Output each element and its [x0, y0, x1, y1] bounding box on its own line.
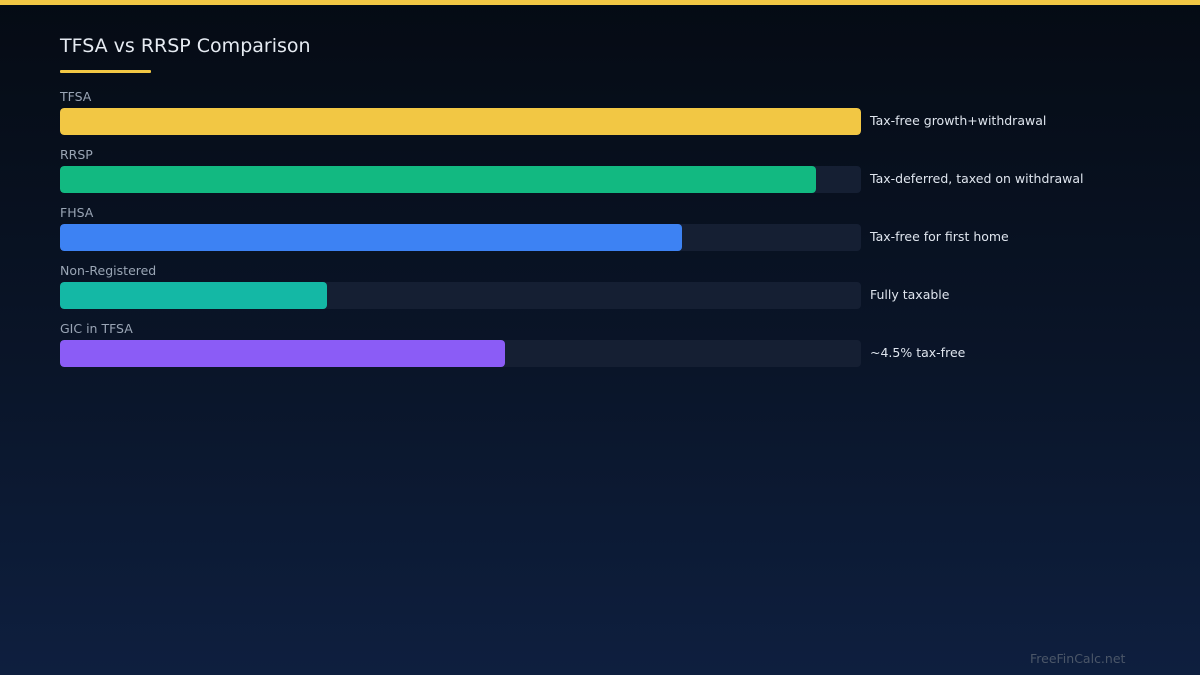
- bar-annotation: Tax-deferred, taxed on withdrawal: [870, 171, 1084, 186]
- bar-row: Non-Registered Fully taxable: [60, 263, 1160, 323]
- bar: [60, 108, 861, 135]
- bar-category-label: TFSA: [60, 89, 92, 104]
- bar: [60, 166, 816, 193]
- bar-category-label: GIC in TFSA: [60, 321, 133, 336]
- bar: [60, 340, 505, 367]
- bar-row: GIC in TFSA ~4.5% tax-free: [60, 321, 1160, 381]
- bar-track: [60, 108, 861, 135]
- bar-annotation: ~4.5% tax-free: [870, 345, 966, 360]
- bar: [60, 282, 327, 309]
- bar-category-label: RRSP: [60, 147, 93, 162]
- bar-track: [60, 166, 861, 193]
- bar: [60, 224, 682, 251]
- bar-annotation: Tax-free growth+withdrawal: [870, 113, 1047, 128]
- bar-track: [60, 224, 861, 251]
- bar-row: TFSA Tax-free growth+withdrawal: [60, 89, 1160, 149]
- bar-category-label: FHSA: [60, 205, 94, 220]
- bar-row: RRSP Tax-deferred, taxed on withdrawal: [60, 147, 1160, 207]
- watermark: FreeFinCalc.net: [1030, 651, 1126, 666]
- bar-row: FHSA Tax-free for first home: [60, 205, 1160, 265]
- bar-annotation: Tax-free for first home: [870, 229, 1009, 244]
- bar-track: [60, 340, 861, 367]
- top-accent-bar: [0, 0, 1200, 5]
- title-underline: [60, 70, 151, 73]
- bar-track: [60, 282, 861, 309]
- bar-annotation: Fully taxable: [870, 287, 950, 302]
- bar-category-label: Non-Registered: [60, 263, 157, 278]
- chart-title: TFSA vs RRSP Comparison: [60, 35, 311, 57]
